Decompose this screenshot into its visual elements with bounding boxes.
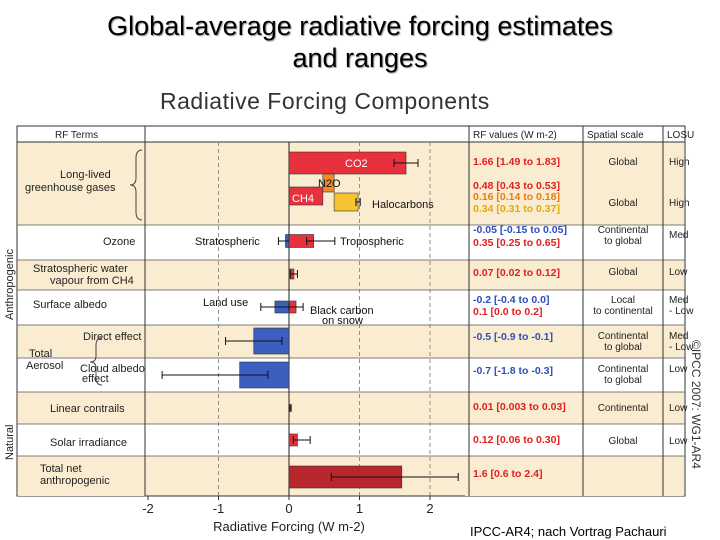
- x-tick-label: 0: [285, 501, 292, 516]
- rf-value: 0.01 [0.003 to 0.03]: [473, 401, 566, 413]
- aerosol-label-line2: Aerosol: [26, 360, 63, 372]
- losu-value: Med: [669, 331, 688, 342]
- bar-halocarbons: [333, 192, 359, 212]
- x-tick-label: 2: [426, 501, 433, 516]
- label-tropospheric: Tropospheric: [340, 236, 404, 248]
- row-band: [18, 260, 684, 290]
- header-losu: LOSU: [667, 130, 694, 141]
- rf-value: 0.35 [0.25 to 0.65]: [473, 237, 560, 249]
- header-rf-terms: RF Terms: [55, 130, 98, 141]
- radiative-forcing-chart: RF Terms RF values (W m-2) Spatial scale LO…: [4, 125, 694, 534]
- header-rf-values: RF values (W m-2): [473, 130, 557, 141]
- losu-value: High: [669, 157, 690, 168]
- spatial-scale: Continental: [598, 225, 649, 236]
- label-black-carbon: Black carbon: [310, 305, 374, 317]
- losu-value: Med: [669, 295, 688, 306]
- llghg-brace: [129, 149, 143, 221]
- label-halocarbons: Halocarbons: [372, 199, 434, 211]
- losu-value: - Low: [669, 306, 694, 317]
- rf-value: 0.1 [0.0 to 0.2]: [473, 306, 542, 318]
- spatial-scale: Global: [609, 267, 638, 278]
- x-tick-label: -2: [142, 501, 154, 516]
- spatial-scale: to global: [604, 342, 642, 353]
- spatial-scale: Continental: [598, 364, 649, 375]
- rf-value: -0.05 [-0.15 to 0.05]: [473, 224, 567, 236]
- slide-title-line1: Global-average radiative forcing estimat…: [107, 11, 613, 41]
- figure-title: Radiative Forcing Components: [160, 88, 490, 114]
- aerosol-label: Total: [29, 348, 52, 360]
- label-stratospheric: Stratospheric: [195, 236, 260, 248]
- rf-value: 0.16 [0.14 to 0.18]: [473, 191, 560, 203]
- x-tick-label: 1: [356, 501, 363, 516]
- spatial-scale: Global: [609, 436, 638, 447]
- spatial-scale: to global: [604, 236, 642, 247]
- spatial-scale: to continental: [593, 306, 653, 317]
- rf-value: 0.12 [0.06 to 0.30]: [473, 434, 560, 446]
- rf-value: 0.34 [0.31 to 0.37]: [473, 203, 560, 215]
- rf-value: 0.07 [0.02 to 0.12]: [473, 267, 560, 279]
- term-label: Total net: [40, 463, 82, 475]
- spatial-scale: Global: [609, 198, 638, 209]
- losu-value: - Low: [669, 342, 694, 353]
- losu-value: Low: [669, 267, 688, 278]
- ipcc-watermark: ©IPCC 2007: WG1-AR4: [689, 340, 703, 469]
- term-label: Linear contrails: [50, 403, 125, 415]
- rf-value: -0.5 [-0.9 to -0.1]: [473, 331, 553, 343]
- slide-title-line2: and ranges: [292, 43, 428, 73]
- term-label: effect: [82, 373, 109, 385]
- row-band: [18, 225, 684, 260]
- label-n2o: N2O: [318, 178, 341, 190]
- term-label: greenhouse gases: [25, 182, 116, 194]
- row-band: [18, 424, 684, 456]
- term-label: Long-lived: [60, 169, 111, 181]
- losu-value: Med: [669, 230, 688, 241]
- x-tick-label: -1: [213, 501, 225, 516]
- group-natural: Natural: [4, 425, 16, 460]
- row-band: [18, 392, 684, 424]
- term-label: Direct effect: [83, 331, 142, 343]
- source-credit: IPCC-AR4; nach Vortrag Pachauri: [470, 524, 667, 539]
- term-label: Solar irradiance: [50, 437, 127, 449]
- term-label: vapour from CH4: [50, 275, 134, 287]
- spatial-scale: to global: [604, 375, 642, 386]
- spatial-scale: Continental: [598, 331, 649, 342]
- rf-value: 1.66 [1.49 to 1.83]: [473, 156, 560, 168]
- header-spatial-scale: Spatial scale: [587, 130, 644, 141]
- label-black-carbon-line2: on snow: [322, 315, 363, 327]
- rf-value: -0.7 [-1.8 to -0.3]: [473, 365, 553, 377]
- label-co2: CO2: [345, 158, 368, 170]
- label-land-use: Land use: [203, 297, 248, 309]
- losu-value: Low: [669, 403, 688, 414]
- rf-value: 0.48 [0.43 to 0.53]: [473, 180, 560, 192]
- spatial-scale: Continental: [598, 403, 649, 414]
- spatial-scale: Local: [611, 295, 635, 306]
- label-ch4: CH4: [292, 193, 314, 205]
- row-band: [18, 290, 684, 325]
- bar-n2o: [322, 173, 335, 193]
- row-band: [18, 325, 684, 358]
- aerosol-brace: [89, 337, 103, 386]
- rf-value: -0.2 [-0.4 to 0.0]: [473, 294, 549, 306]
- term-label: Surface albedo: [33, 299, 107, 311]
- bar-ch4: [288, 186, 324, 206]
- spatial-scale: Global: [609, 157, 638, 168]
- slide-title: Global-average radiative forcing estimat…: [0, 10, 720, 74]
- rf-value: 1.6 [0.6 to 2.4]: [473, 468, 542, 480]
- term-label: Ozone: [103, 236, 135, 248]
- term-label: Stratospheric water: [33, 263, 128, 275]
- losu-value: Low: [669, 436, 688, 447]
- row-band: [18, 358, 684, 392]
- x-axis-label: Radiative Forcing (W m-2): [213, 519, 365, 534]
- losu-value: Low: [669, 364, 688, 375]
- term-label: anthropogenic: [40, 475, 110, 487]
- losu-value: High: [669, 198, 690, 209]
- group-anthropogenic: Anthropogenic: [4, 249, 16, 320]
